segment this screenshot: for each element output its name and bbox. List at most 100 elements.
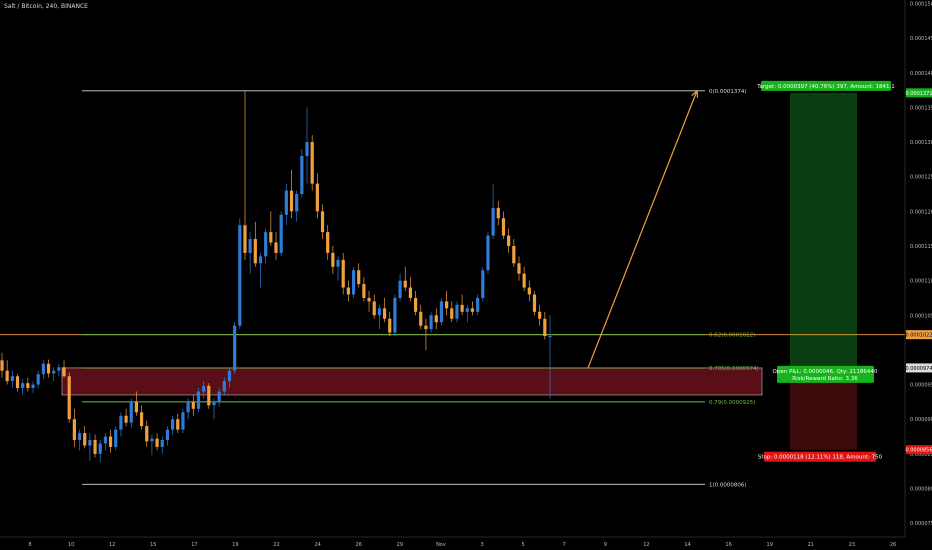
fib-level-label: 0.79(0.0000925) [709,400,755,406]
candle-body [501,218,506,236]
y-tick-label: 0.0001450 [910,36,932,42]
candle-body [424,325,428,330]
candle-body [548,336,552,338]
candle-body [124,415,128,423]
candle-body [46,363,51,374]
candle-body [222,381,226,392]
candle-body [357,270,361,285]
price-badge-box [906,445,932,455]
stop-label: Stop: 0.0000118 (12.11%) 118, Amount: 75… [758,455,883,461]
candle-body [517,263,521,274]
candle-body [419,311,423,326]
candle-body [52,370,56,374]
y-tick-label: 0.0000800 [910,486,932,492]
candle-body [362,284,366,298]
candle-body [93,439,97,454]
x-tick-label: 21 [808,542,814,548]
candle-body [538,311,542,319]
candle-body [398,280,402,298]
x-tick-label: 29 [397,542,403,548]
x-tick-label: 5 [522,542,525,548]
price-badge-label: 0.0000974 [905,366,932,372]
candle-body [134,401,139,413]
candle-body [470,308,475,312]
stop-label-box [764,451,876,462]
x-tick-label: 26 [356,542,362,548]
x-tick-label: 26 [890,542,896,548]
candle-body [129,401,133,423]
candle-body [114,429,118,447]
candle-body [98,443,102,454]
y-tick-label: 0.0000850 [910,452,932,458]
candle-body [543,318,547,337]
candle-body [295,194,299,212]
y-tick-label: 0.0001350 [910,105,932,111]
chart-title: Salt / Bitcoin, 240, BINANCE [4,3,88,10]
candle-body [532,294,537,312]
candle-body [429,315,433,330]
candle-body [67,376,71,420]
candle-body [227,370,232,382]
candle-body [284,190,288,215]
buy-zone [61,367,763,396]
candle-body [176,419,180,430]
candle-body [382,308,387,319]
fib-level-label: 0.705(0.0000974) [709,366,759,372]
candle-body [26,383,30,389]
x-tick-label: 10 [68,542,74,548]
candle-body [155,438,159,447]
candle-body [320,211,325,233]
candle-body [41,363,45,375]
x-tick-label: 8 [28,542,31,548]
candle-body [403,280,407,288]
candle-body [21,383,25,389]
candle-body [388,318,392,333]
y-tick-label: 0.0001500 [910,1,932,7]
candle-body [36,374,40,385]
candle-body [326,232,330,253]
candle-body [217,391,221,402]
candle-body [496,207,500,219]
candle-body [300,155,304,195]
candle-body [103,436,107,444]
candle-body [160,439,164,447]
target-label: Target: 0.0000397 (40.76%) 397, Amount: … [756,84,895,90]
target-zone [790,92,857,368]
candle-body [351,270,356,295]
candle-body [139,412,144,427]
candle-body [439,301,444,323]
candle-body [408,287,413,298]
candle-body [269,232,273,243]
risk-reward-label: Risk/Reward Ratio: 3.36 [792,376,858,382]
candle-body [72,419,76,440]
candle-body [522,273,526,288]
x-tick-label: 24 [314,542,320,548]
candle-body [455,304,459,319]
candle-body [0,360,4,371]
candle-body [150,438,154,442]
candle-body [367,297,371,302]
candle-body [83,433,87,446]
candle-body [434,315,438,323]
candle-body [527,287,531,295]
price-badge-box [906,363,932,373]
y-tick-label: 0.0001250 [910,175,932,181]
fib-level-label: 1(0.0000806) [709,482,747,488]
x-tick-label: 17 [191,542,197,548]
candle-body [512,245,516,264]
candle-body [202,385,206,392]
candle-body [413,297,418,312]
candle-body [331,252,335,267]
candle-body [196,391,201,409]
candle-body [315,183,319,212]
fib-level-label: 0.62(0.0001022) [709,333,755,339]
price-badge-box [906,88,932,98]
candle-body [450,308,454,319]
candle-body [171,419,175,430]
x-tick-label: 12 [109,542,115,548]
candle-body [372,301,376,316]
x-tick-label: Nov [436,542,446,548]
candle-body [145,426,149,442]
